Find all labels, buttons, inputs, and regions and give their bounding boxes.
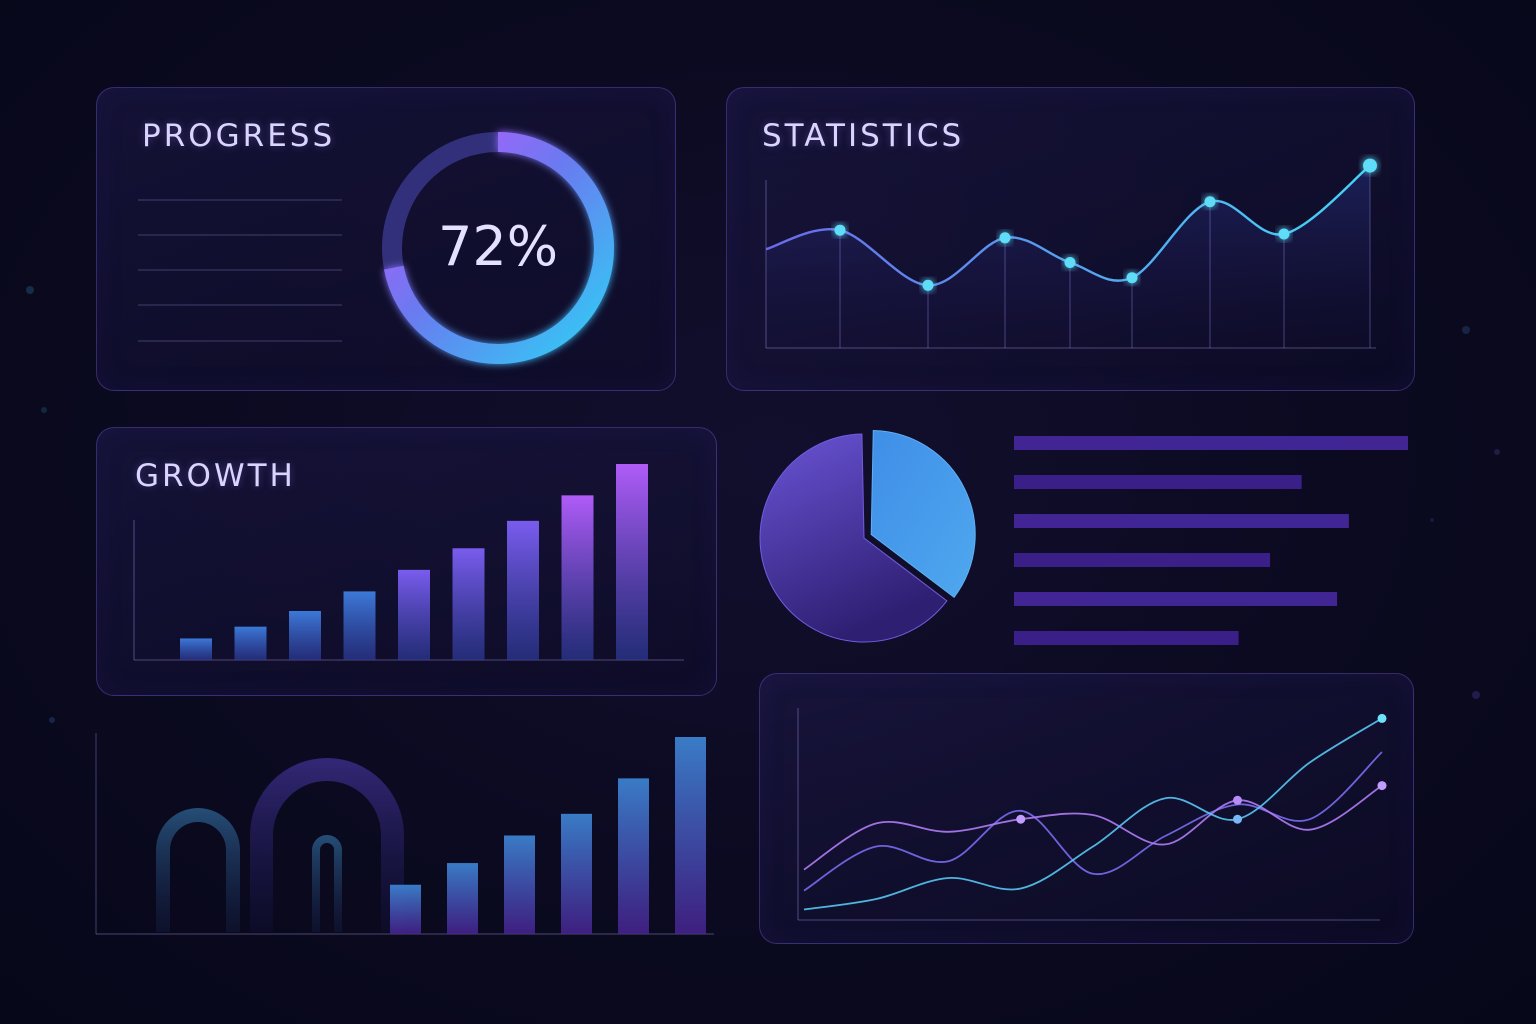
- statistics-line-chart: [765, 158, 1377, 349]
- statistics-title: STATISTICS: [762, 118, 965, 154]
- data-point: [999, 232, 1011, 244]
- growth-bar: [452, 548, 485, 660]
- arch-shape: [312, 835, 342, 932]
- horizontal-bar: [1014, 475, 1302, 489]
- data-point: [1016, 814, 1026, 824]
- growth-bar: [180, 638, 212, 660]
- donut-progress-arc: [382, 132, 614, 364]
- series-line: [803, 717, 1383, 911]
- growth-bar-chart: [133, 464, 684, 661]
- horizontal-bar-chart: [1014, 436, 1408, 645]
- data-point: [1064, 257, 1076, 268]
- data-point: [922, 279, 934, 291]
- bottom-bar-chart: [95, 733, 714, 935]
- growth-title: GROWTH: [135, 458, 296, 494]
- bottom-bar: [675, 737, 706, 934]
- growth-bar: [343, 591, 376, 660]
- horizontal-bar: [1014, 436, 1408, 450]
- data-point: [1363, 158, 1377, 173]
- growth-bar: [234, 626, 267, 660]
- series-line: [803, 751, 1383, 892]
- bottom-bar: [618, 778, 649, 934]
- horizontal-bar: [1014, 631, 1239, 645]
- data-point: [1377, 781, 1387, 791]
- progress-title: PROGRESS: [142, 118, 336, 154]
- data-point: [1233, 795, 1242, 805]
- multi-line-panel: [759, 673, 1414, 944]
- share-pie-chart: [759, 430, 976, 643]
- data-point: [1233, 814, 1242, 824]
- statistics-area: [766, 165, 1370, 348]
- growth-bar: [289, 611, 321, 660]
- progress-donut-chart: 72%: [382, 132, 614, 364]
- growth-bar: [507, 520, 539, 660]
- growth-bar: [561, 495, 594, 660]
- series-line: [803, 784, 1383, 871]
- data-point: [1126, 272, 1138, 284]
- multi-line-chart: [797, 708, 1387, 921]
- bottom-bar: [561, 813, 592, 934]
- bottom-bar: [504, 835, 535, 934]
- arch-shape: [156, 808, 240, 932]
- donut-center-label: 72%: [438, 215, 558, 278]
- horizontal-bar: [1014, 592, 1338, 606]
- pie-slice: [870, 430, 976, 599]
- bottom-bar: [447, 863, 478, 934]
- bottom-bar: [390, 884, 421, 934]
- growth-bar: [398, 569, 430, 660]
- arch-shape: [250, 758, 404, 932]
- data-point: [1204, 196, 1216, 208]
- horizontal-bar: [1014, 514, 1349, 528]
- data-point: [1278, 228, 1290, 240]
- horizontal-bar: [1014, 553, 1271, 567]
- pie-slice: [759, 433, 948, 643]
- data-point: [1377, 713, 1387, 723]
- progress-placeholder-lines: [138, 199, 342, 342]
- growth-bar: [616, 464, 648, 660]
- data-point: [834, 224, 846, 236]
